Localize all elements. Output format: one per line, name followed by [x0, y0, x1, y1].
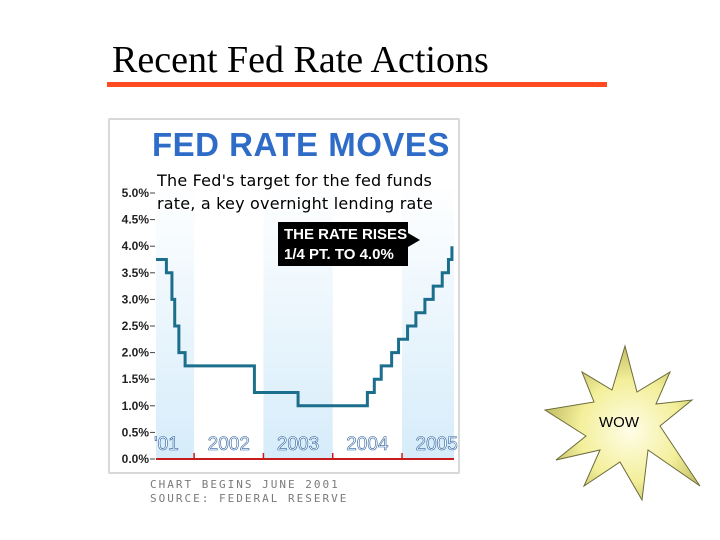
y-tick-label: 1.5% [122, 372, 150, 386]
chart-subtitle-line-2: rate, a key overnight lending rate [157, 194, 434, 213]
footnote-source: SOURCE: FEDERAL RESERVE [150, 492, 349, 505]
y-tick-label: 1.0% [122, 399, 150, 413]
x-axis-label: 2002 [208, 434, 250, 455]
year-band-2 [402, 183, 454, 459]
wow-label: WOW [599, 414, 639, 431]
y-tick-label: 3.5% [122, 266, 150, 280]
y-tick-label: 5.0% [122, 186, 150, 200]
callout-line-1: THE RATE RISES [284, 226, 408, 243]
y-tick-label: 4.5% [122, 213, 150, 227]
baseline [156, 453, 454, 460]
starburst-shape [543, 344, 701, 502]
y-tick-label: 2.5% [122, 319, 150, 333]
x-axis-labels: '01 2002 2003 2004 2005 [154, 434, 458, 456]
y-tick-label: 3.0% [122, 292, 150, 306]
slide-title: Recent Fed Rate Actions [112, 39, 489, 81]
callout-line-2: 1/4 PT. TO 4.0% [284, 246, 394, 263]
chart-title: FED RATE MOVES [152, 126, 450, 163]
y-tick-label: 0.5% [122, 425, 150, 439]
chart-subtitle-line-1: The Fed's target for the fed funds [157, 171, 433, 190]
y-axis-ticks: 0.0% 0.5% 1.0% 1.5% 2.0% 2.5% 3.0% 3.5% 4.0% 4.5%… [122, 186, 155, 466]
y-tick-label: 2.0% [122, 346, 150, 360]
x-axis-label: 2003 [277, 434, 319, 455]
title-underline [107, 82, 607, 87]
x-axis-label: 2005 [416, 434, 458, 455]
x-axis-label: 2004 [346, 434, 389, 455]
y-tick-label: 0.0% [122, 452, 150, 466]
callout-arrow-icon [408, 233, 420, 247]
rate-series [156, 246, 454, 408]
rate-line [156, 246, 454, 408]
y-tick-label: 4.0% [122, 239, 150, 253]
footnote-chart-begins: CHART BEGINS JUNE 2001 [150, 478, 340, 491]
x-axis-label: '01 [154, 434, 179, 455]
rate-callout-box: THE RATE RISES 1/4 PT. TO 4.0% [278, 222, 408, 266]
